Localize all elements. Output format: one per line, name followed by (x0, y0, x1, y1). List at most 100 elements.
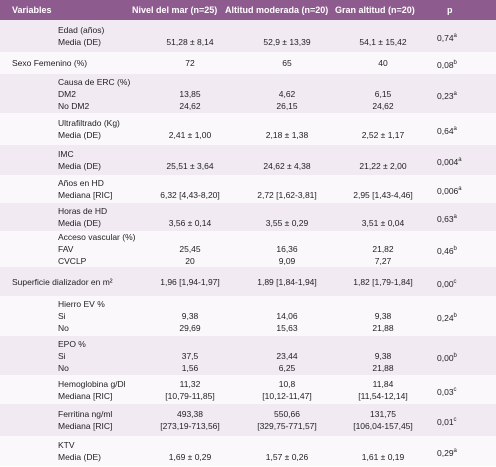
sub-label: CVCLP (58, 256, 87, 266)
cell: 51,28 ± 8,14 (166, 37, 214, 47)
cell: 21,22 ± 2,00 (359, 161, 407, 171)
cell: 1,89 [1,84-1,94] (257, 276, 317, 287)
header-cell: Gran altitud (n=20) (335, 5, 415, 15)
cell: 29,69 (179, 323, 201, 333)
p-value: 0,00c (437, 278, 457, 289)
cell: [329,75-771,57] (257, 421, 317, 431)
p-value: 0,03c (437, 386, 457, 397)
row-bg (0, 375, 496, 405)
cell: 6,15 (374, 88, 392, 99)
cell: 21,88 (372, 323, 394, 333)
group-title: Ferritina ng/ml (58, 409, 113, 419)
p-note: c (453, 417, 457, 423)
cell: 15,63 (276, 323, 298, 333)
p-note: a (453, 214, 457, 220)
cell: 13,85 (179, 88, 201, 99)
p-value: 0,23a (437, 90, 457, 101)
cell: [106,04-157,45] (353, 421, 413, 431)
group-title: Hierro EV % (58, 299, 105, 309)
p-note: c (453, 386, 457, 393)
cell: 24,62 ± 4,38 (263, 161, 311, 171)
group-title: Causa de ERC (%) (58, 76, 131, 87)
cell: 52,9 ± 13,39 (263, 37, 311, 47)
cell: 1,69 ± 0,29 (168, 452, 212, 462)
cell: 3,56 ± 0,14 (168, 218, 212, 228)
p-value: 0,004a (437, 156, 462, 167)
sub-label: DM2 (58, 88, 76, 99)
cell: 40 (378, 58, 388, 68)
cell: 11,32 (179, 378, 201, 389)
cell: 24,62 (372, 100, 394, 111)
cell: 10,8 (278, 378, 296, 389)
p-note: b (453, 352, 457, 359)
sub-label: No (58, 323, 69, 333)
header-cell: Nivel del mar (n=25) (132, 5, 218, 15)
sub-label: No DM2 (58, 100, 90, 111)
p-note: b (453, 60, 457, 66)
cell: 3,51 ± 0,04 (361, 218, 405, 228)
cell: 493,38 (177, 409, 203, 419)
cell: 21,82 (372, 244, 394, 254)
group-title: Acceso vascular (%) (58, 232, 136, 242)
p-value: 0,00b (437, 352, 457, 363)
sub-label: Si (58, 311, 66, 321)
sub-label: Media (DE) (58, 130, 101, 140)
group-title: Hemoglobina g/Dl (58, 378, 126, 389)
sub-label: FAV (58, 244, 74, 254)
cell: 9,09 (278, 256, 296, 266)
p-note: a (453, 126, 457, 132)
cell: 2,72 [1,62-3,81] (257, 190, 317, 200)
cell: 24,62 (179, 100, 201, 111)
cell: 550,66 (274, 409, 300, 419)
sub-label: Media (DE) (58, 37, 101, 47)
cell: 25,51 ± 3,64 (166, 161, 214, 171)
cell: 2,41 ± 1,00 (168, 130, 212, 140)
sub-label: No (58, 362, 69, 373)
group-title: Superficie dializador en m² (12, 276, 113, 287)
cell: 21,88 (372, 362, 394, 373)
p-note: b (453, 246, 457, 252)
cell: 6,32 [4,43-8,20] (160, 190, 220, 200)
p-note: c (453, 278, 457, 285)
p-value: 0,64a (437, 125, 457, 136)
group-title: Horas de HD (58, 206, 108, 216)
group-title: Años en HD (58, 178, 104, 188)
group-title: IMC (58, 149, 74, 159)
p-value: 0,46b (437, 245, 457, 256)
header-cell: p (447, 5, 453, 15)
cell: 3,55 ± 0,29 (265, 218, 309, 228)
cell: 54,1 ± 15,42 (359, 37, 407, 47)
cell: 20 (185, 256, 195, 266)
cell: 16,36 (276, 244, 298, 254)
row-bg (0, 145, 496, 176)
group-title: EPO % (58, 338, 86, 349)
header-cell: Altitud moderada (n=20) (225, 5, 329, 15)
cell: 1,56 (181, 362, 199, 373)
p-value: 0,24b (437, 312, 457, 323)
cell: 9,38 (374, 311, 392, 321)
sub-label: Mediana [RIC] (58, 421, 113, 431)
cell: 26,15 (276, 100, 298, 111)
p-note: a (453, 90, 457, 97)
cell: 2,95 [1,43-4,46] (353, 190, 413, 200)
row-bg (0, 20, 496, 53)
sub-label: Media (DE) (58, 218, 101, 228)
p-note: a (453, 448, 457, 454)
p-note: a (453, 33, 457, 39)
cell: 37,5 (181, 350, 199, 361)
cell: 11,84 (372, 378, 394, 389)
group-title: Edad (años) (58, 25, 105, 35)
group-title: Sexo Femenino (%) (12, 58, 88, 68)
cell: 14,06 (276, 311, 298, 321)
cell: 7,27 (374, 256, 392, 266)
p-value: 0,74a (437, 32, 457, 43)
p-value: 0,01c (437, 416, 457, 427)
cell: 1,61 ± 0,19 (361, 452, 405, 462)
cell: 9,38 (181, 311, 199, 321)
group-title: KTV (58, 440, 75, 450)
p-value: 0,29a (437, 447, 457, 458)
sub-label: Mediana [RIC] (58, 390, 113, 401)
header-cell: Variables (12, 5, 52, 15)
p-value: 0,63a (437, 213, 457, 224)
cell: 4,62 (278, 88, 296, 99)
